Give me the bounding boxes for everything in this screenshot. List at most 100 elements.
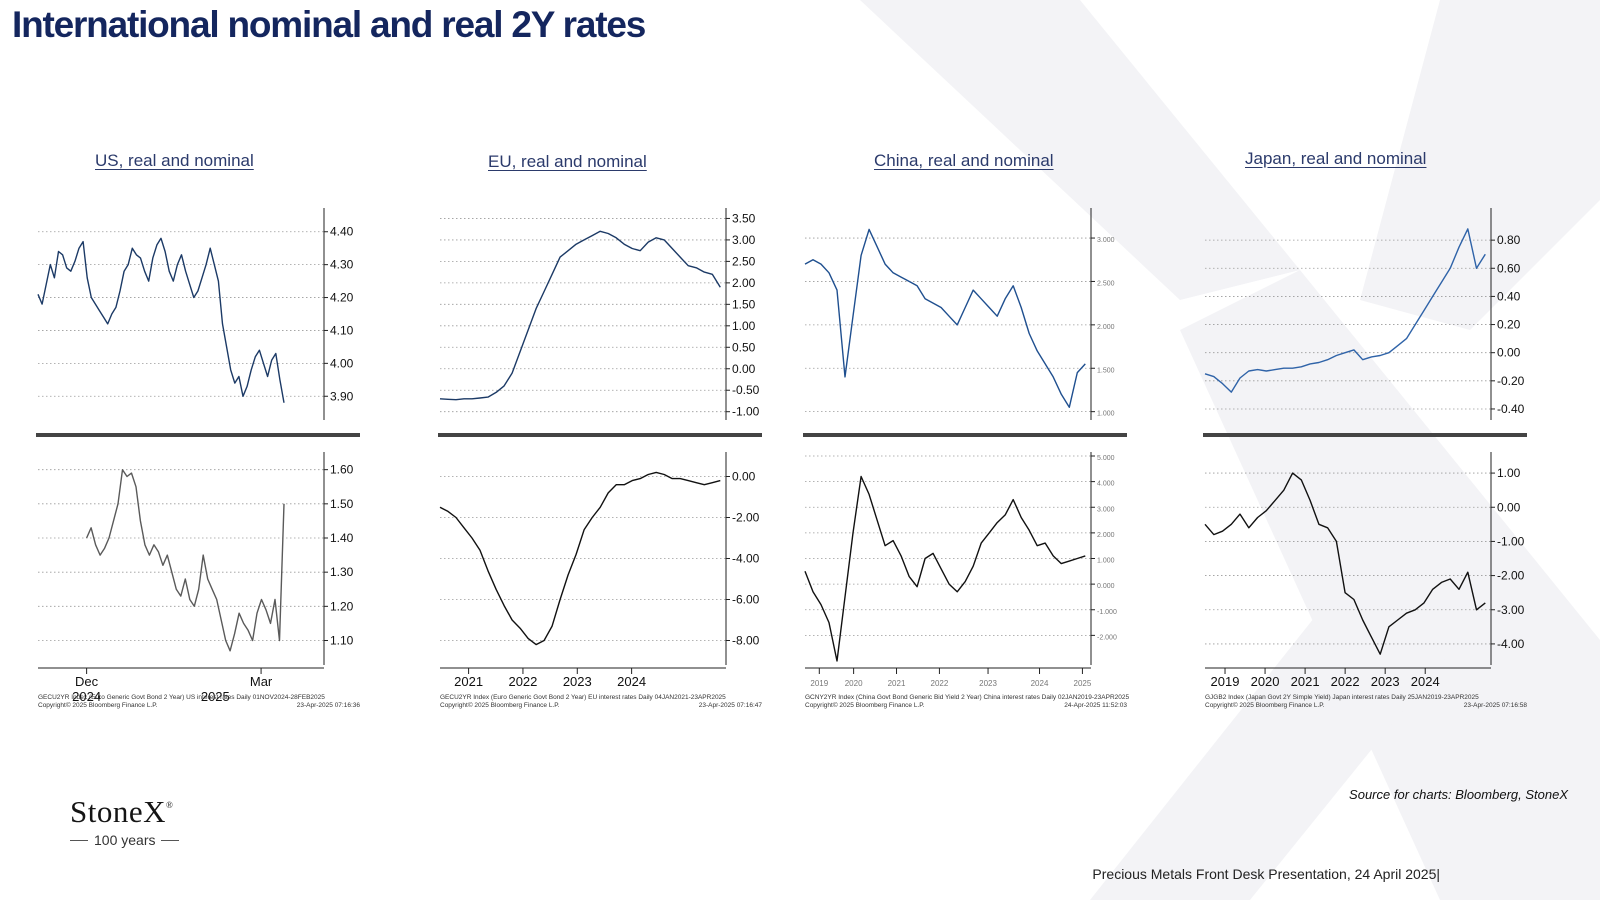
japan-real-ytick-label: -1.00 [1497, 534, 1525, 548]
eu-caption-timestamp: 23-Apr-2025 07:16:47 [699, 702, 763, 709]
us-nominal-ytick-label: 4.30 [330, 258, 354, 272]
china-xtick-label: 2023 [979, 679, 997, 688]
japan-chart-title[interactable]: Japan, real and nominal [1245, 149, 1427, 168]
eu-nominal-ytick-label: 3.00 [732, 233, 756, 247]
us-real-series-line [85, 469, 285, 652]
japan-xtick-label: 2023 [1371, 674, 1400, 689]
us-caption-copyright: Copyright© 2025 Bloomberg Finance L.P. [38, 701, 158, 709]
china-nominal-ytick-label: 1.500 [1097, 367, 1115, 374]
china-rates-chart: 1.000 1.500 2.000 2.500 3.000 -2.000 -1.000 0.0… [803, 208, 1129, 709]
china-nominal-ytick-label: 1.000 [1097, 411, 1115, 418]
eu-nominal-ytick-label: 2.00 [732, 276, 756, 290]
japan-real-ytick-label: 0.00 [1497, 500, 1521, 514]
eu-nominal-ytick-label: 2.50 [732, 254, 756, 268]
us-real-ytick-label: 1.20 [330, 599, 354, 613]
japan-caption-timestamp: 23-Apr-2025 07:16:58 [1464, 702, 1528, 709]
eu-xtick-label: 2022 [508, 674, 537, 689]
eu-real-ytick-label: 0.00 [732, 470, 756, 484]
logo-wordmark: StoneX® [70, 794, 179, 830]
china-caption-timestamp: 24-Apr-2025 11:52:03 [1064, 702, 1127, 709]
eu-real-ytick-label: -2.00 [732, 511, 760, 525]
japan-real-ytick-label: 1.00 [1497, 466, 1521, 480]
china-xtick-label: 2024 [1031, 679, 1049, 688]
japan-xtick-label: 2019 [1211, 674, 1240, 689]
japan-panel-separator [1203, 433, 1527, 437]
us-nominal-series-line [37, 237, 285, 403]
us-real-ytick-label: 1.60 [330, 463, 354, 477]
eu-xtick-label: 2024 [617, 674, 646, 689]
us-caption-line: GECU2YR Index (Euro Generic Govt Bond 2 … [38, 694, 325, 701]
japan-xtick-label: 2021 [1291, 674, 1320, 689]
eu-nominal-ytick-label: -0.50 [732, 383, 760, 397]
tagline-rule-left [70, 839, 88, 841]
china-xtick-label: 2025 [1074, 679, 1092, 688]
china-xtick-label: 2020 [845, 679, 863, 688]
japan-xtick-label: 2024 [1411, 674, 1440, 689]
eu-nominal-ytick-label: 1.50 [732, 297, 756, 311]
china-real-ytick-label: -1.000 [1097, 609, 1117, 616]
china-nominal-ytick-label: 2.000 [1097, 324, 1115, 331]
eu-rates-chart: -1.00 -0.50 0.00 0.50 1.00 1.50 2.00 2.50 3.00 3.… [438, 208, 763, 709]
japan-real-ytick-label: -4.00 [1497, 637, 1525, 651]
china-xtick-label: 2022 [931, 679, 949, 688]
china-nominal-ytick-label: 2.500 [1097, 280, 1115, 287]
china-real-ytick-label: 5.000 [1097, 455, 1115, 462]
eu-nominal-ytick-label: -1.00 [732, 405, 760, 419]
china-xtick-label: 2021 [888, 679, 906, 688]
us-real-ytick-label: 1.10 [330, 634, 354, 648]
china-nominal-ytick-label: 3.000 [1097, 237, 1115, 244]
china-chart-title[interactable]: China, real and nominal [874, 151, 1054, 170]
eu-nominal-ytick-label: 3.50 [732, 211, 756, 225]
japan-real-series-line [1204, 472, 1486, 655]
us-real-ytick-label: 1.50 [330, 497, 354, 511]
eu-real-ytick-label: -4.00 [732, 552, 760, 566]
japan-nominal-ytick-label: 0.40 [1497, 289, 1521, 303]
japan-nominal-ytick-label: 0.60 [1497, 261, 1521, 275]
logo-name: StoneX [70, 794, 166, 829]
china-real-ytick-label: 3.000 [1097, 506, 1115, 513]
us-caption-timestamp: 23-Apr-2025 07:16:36 [297, 702, 361, 709]
china-caption-copyright: Copyright© 2025 Bloomberg Finance L.P. [805, 701, 925, 709]
china-real-ytick-label: 4.000 [1097, 481, 1115, 488]
eu-real-ytick-label: -6.00 [732, 593, 760, 607]
eu-caption-line: GECU2YR Index (Euro Generic Govt Bond 2 … [440, 694, 726, 701]
us-rates-chart: 3.90 4.00 4.10 4.20 4.30 4.40 1.10 1.20 1.30 1.40… [36, 208, 361, 709]
us-xtick-label: Dec [75, 674, 99, 689]
japan-nominal-ytick-label: -0.40 [1497, 402, 1525, 416]
us-real-ytick-label: 1.30 [330, 565, 354, 579]
page-title: International nominal and real 2Y rates [12, 4, 646, 45]
japan-nominal-ytick-label: 0.80 [1497, 233, 1521, 247]
us-xtick-label: Mar [250, 674, 273, 689]
us-nominal-ytick-label: 4.20 [330, 291, 354, 305]
china-nominal-series-line [804, 228, 1086, 409]
japan-rates-chart: -0.40 -0.20 0.00 0.20 0.40 0.60 0.80 -4.00 -3.00… [1203, 208, 1528, 709]
japan-nominal-ytick-label: 0.20 [1497, 318, 1521, 332]
japan-caption-copyright: Copyright© 2025 Bloomberg Finance L.P. [1205, 701, 1325, 709]
tagline-rule-right [161, 839, 180, 841]
china-real-ytick-label: 0.000 [1097, 583, 1115, 590]
us-year-label: 2025 [201, 689, 230, 704]
eu-chart-title[interactable]: EU, real and nominal [488, 152, 647, 171]
japan-real-ytick-label: -2.00 [1497, 569, 1525, 583]
china-real-ytick-label: 2.000 [1097, 532, 1115, 539]
eu-nominal-ytick-label: 0.50 [732, 340, 756, 354]
us-chart-title[interactable]: US, real and nominal [95, 151, 254, 170]
us-nominal-ytick-label: 3.90 [330, 389, 354, 403]
footer-text: Precious Metals Front Desk Presentation,… [1092, 866, 1440, 882]
eu-real-series-line [439, 471, 721, 646]
logo-tagline-text: 100 years [94, 832, 156, 848]
china-real-series-line [804, 475, 1086, 662]
china-xtick-label: 2019 [810, 679, 828, 688]
china-real-ytick-label: 1.000 [1097, 558, 1115, 565]
japan-caption-line: GJGB2 Index (Japan Govt 2Y Simple Yield)… [1205, 694, 1479, 701]
source-note: Source for charts: Bloomberg, StoneX [1349, 787, 1568, 802]
eu-xtick-label: 2023 [563, 674, 592, 689]
stonex-logo: StoneX® 100 years [70, 794, 180, 848]
japan-real-ytick-label: -3.00 [1497, 603, 1525, 617]
eu-caption-copyright: Copyright© 2025 Bloomberg Finance L.P. [440, 701, 560, 709]
us-year-label: 2024 [72, 689, 101, 704]
eu-nominal-series-line [439, 230, 721, 401]
eu-panel-separator [438, 433, 762, 437]
